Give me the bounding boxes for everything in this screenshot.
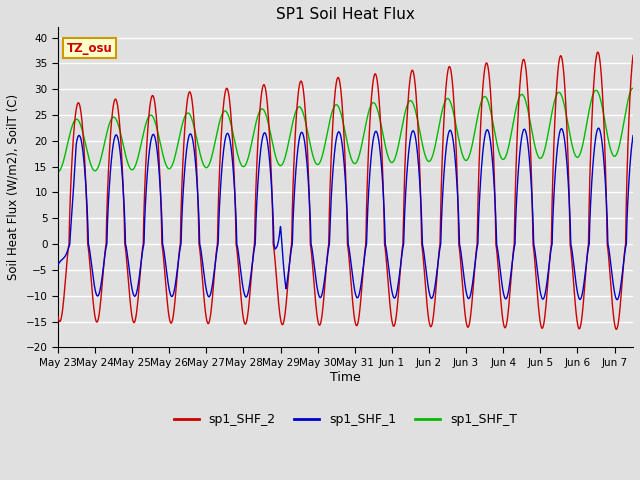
Y-axis label: Soil Heat Flux (W/m2), SoilT (C): Soil Heat Flux (W/m2), SoilT (C) — [7, 94, 20, 280]
Legend: sp1_SHF_2, sp1_SHF_1, sp1_SHF_T: sp1_SHF_2, sp1_SHF_1, sp1_SHF_T — [168, 408, 522, 431]
Text: TZ_osu: TZ_osu — [67, 42, 112, 55]
X-axis label: Time: Time — [330, 371, 361, 384]
Title: SP1 Soil Heat Flux: SP1 Soil Heat Flux — [276, 7, 415, 22]
